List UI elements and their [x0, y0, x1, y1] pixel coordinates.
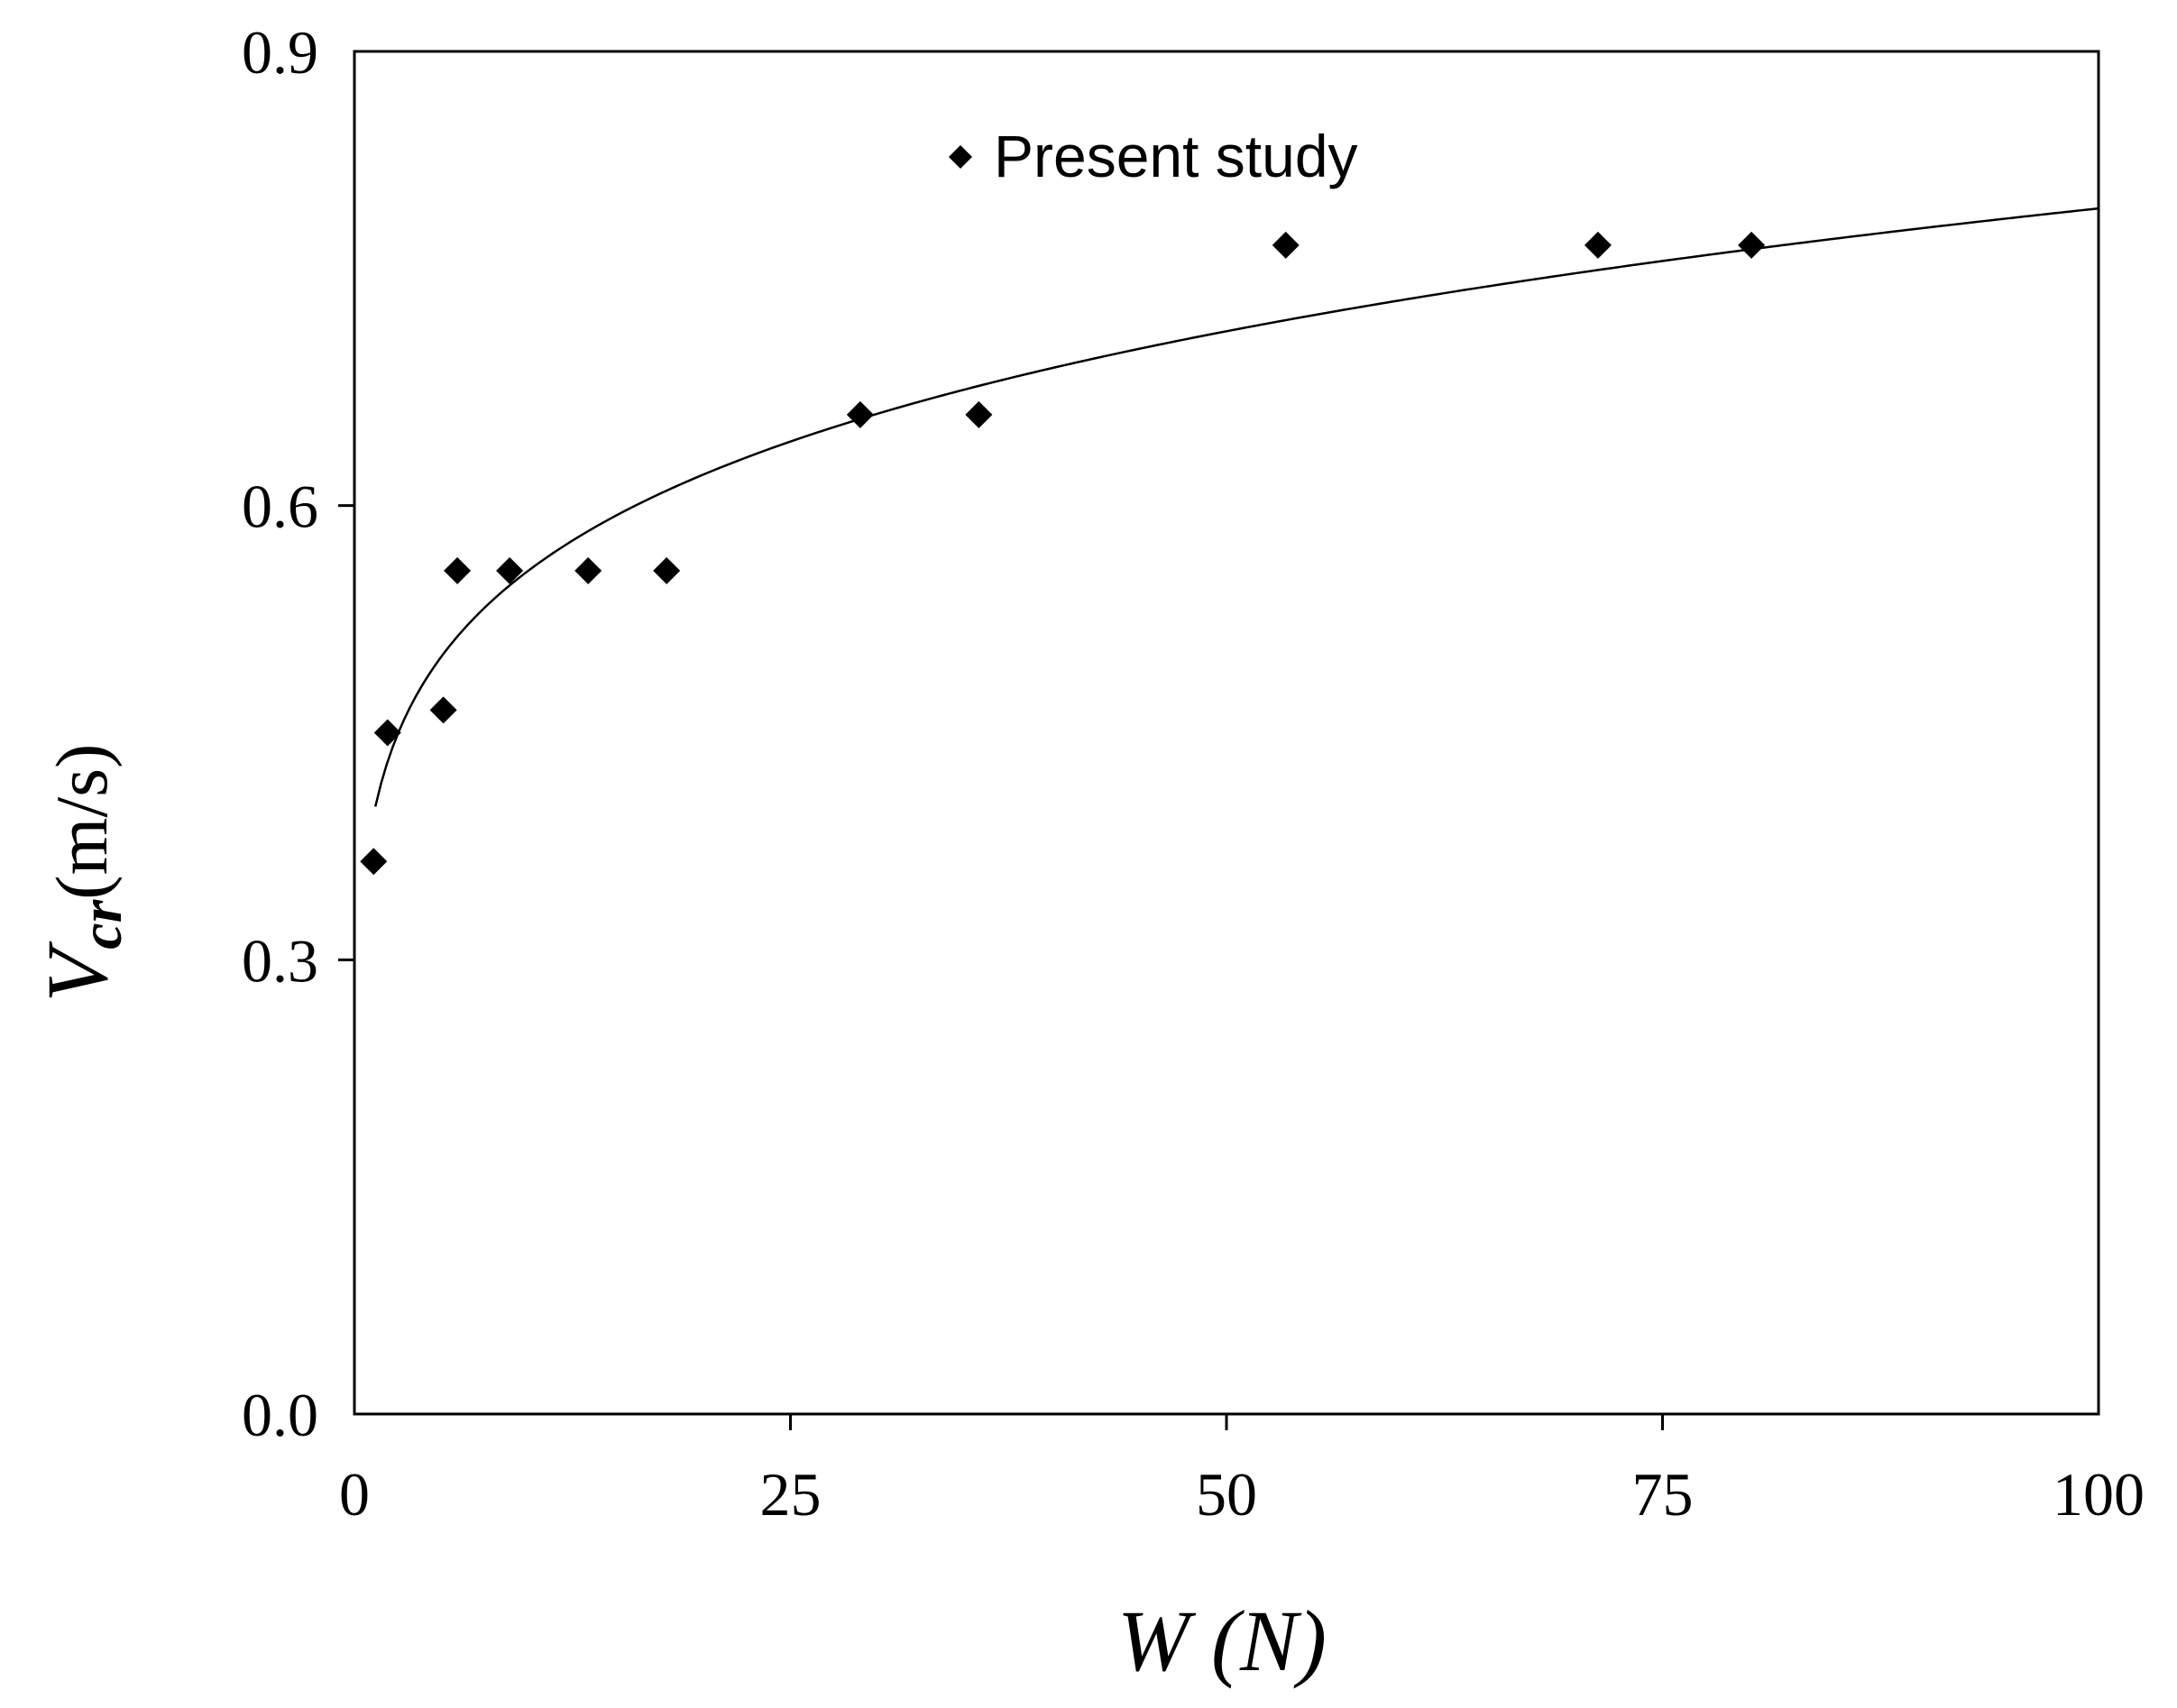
data-point [496, 556, 524, 584]
y-tick-label: 0.3 [242, 926, 318, 995]
legend: Present study [949, 123, 1358, 189]
legend-label: Present study [994, 123, 1358, 189]
data-points [360, 231, 1766, 876]
legend-marker-diamond [949, 145, 972, 169]
data-point [373, 719, 401, 747]
data-point [1738, 231, 1766, 259]
y-axis-ticks: 0.0 0.3 0.6 0.9 [242, 18, 354, 1449]
x-tick-label: 50 [1196, 1460, 1257, 1529]
data-point [846, 400, 874, 428]
y-tick-label: 0.6 [242, 473, 318, 541]
data-point [965, 400, 993, 428]
x-axis-ticks: 0 25 50 75 100 [339, 1414, 2145, 1529]
x-axis-title: W (N) [1117, 1593, 1327, 1689]
data-point [574, 556, 602, 584]
data-point [444, 556, 472, 584]
y-axis-title-symbol: V [29, 941, 125, 1002]
data-point [653, 556, 681, 584]
y-axis-title: Vcr(m/s) [29, 744, 134, 1003]
data-point [1272, 231, 1300, 259]
data-point [360, 848, 388, 876]
y-axis-title-subscript: cr [69, 898, 134, 949]
x-tick-label: 0 [339, 1460, 370, 1529]
data-point [1584, 231, 1612, 259]
y-tick-label: 0.0 [242, 1381, 318, 1449]
x-tick-label: 100 [2053, 1460, 2145, 1529]
y-tick-label: 0.9 [242, 18, 318, 87]
y-axis-title-unit: (m/s) [41, 744, 123, 900]
x-tick-label: 75 [1632, 1460, 1694, 1529]
x-tick-label: 25 [760, 1460, 822, 1529]
data-point [429, 696, 457, 724]
fit-curve [373, 207, 2099, 807]
